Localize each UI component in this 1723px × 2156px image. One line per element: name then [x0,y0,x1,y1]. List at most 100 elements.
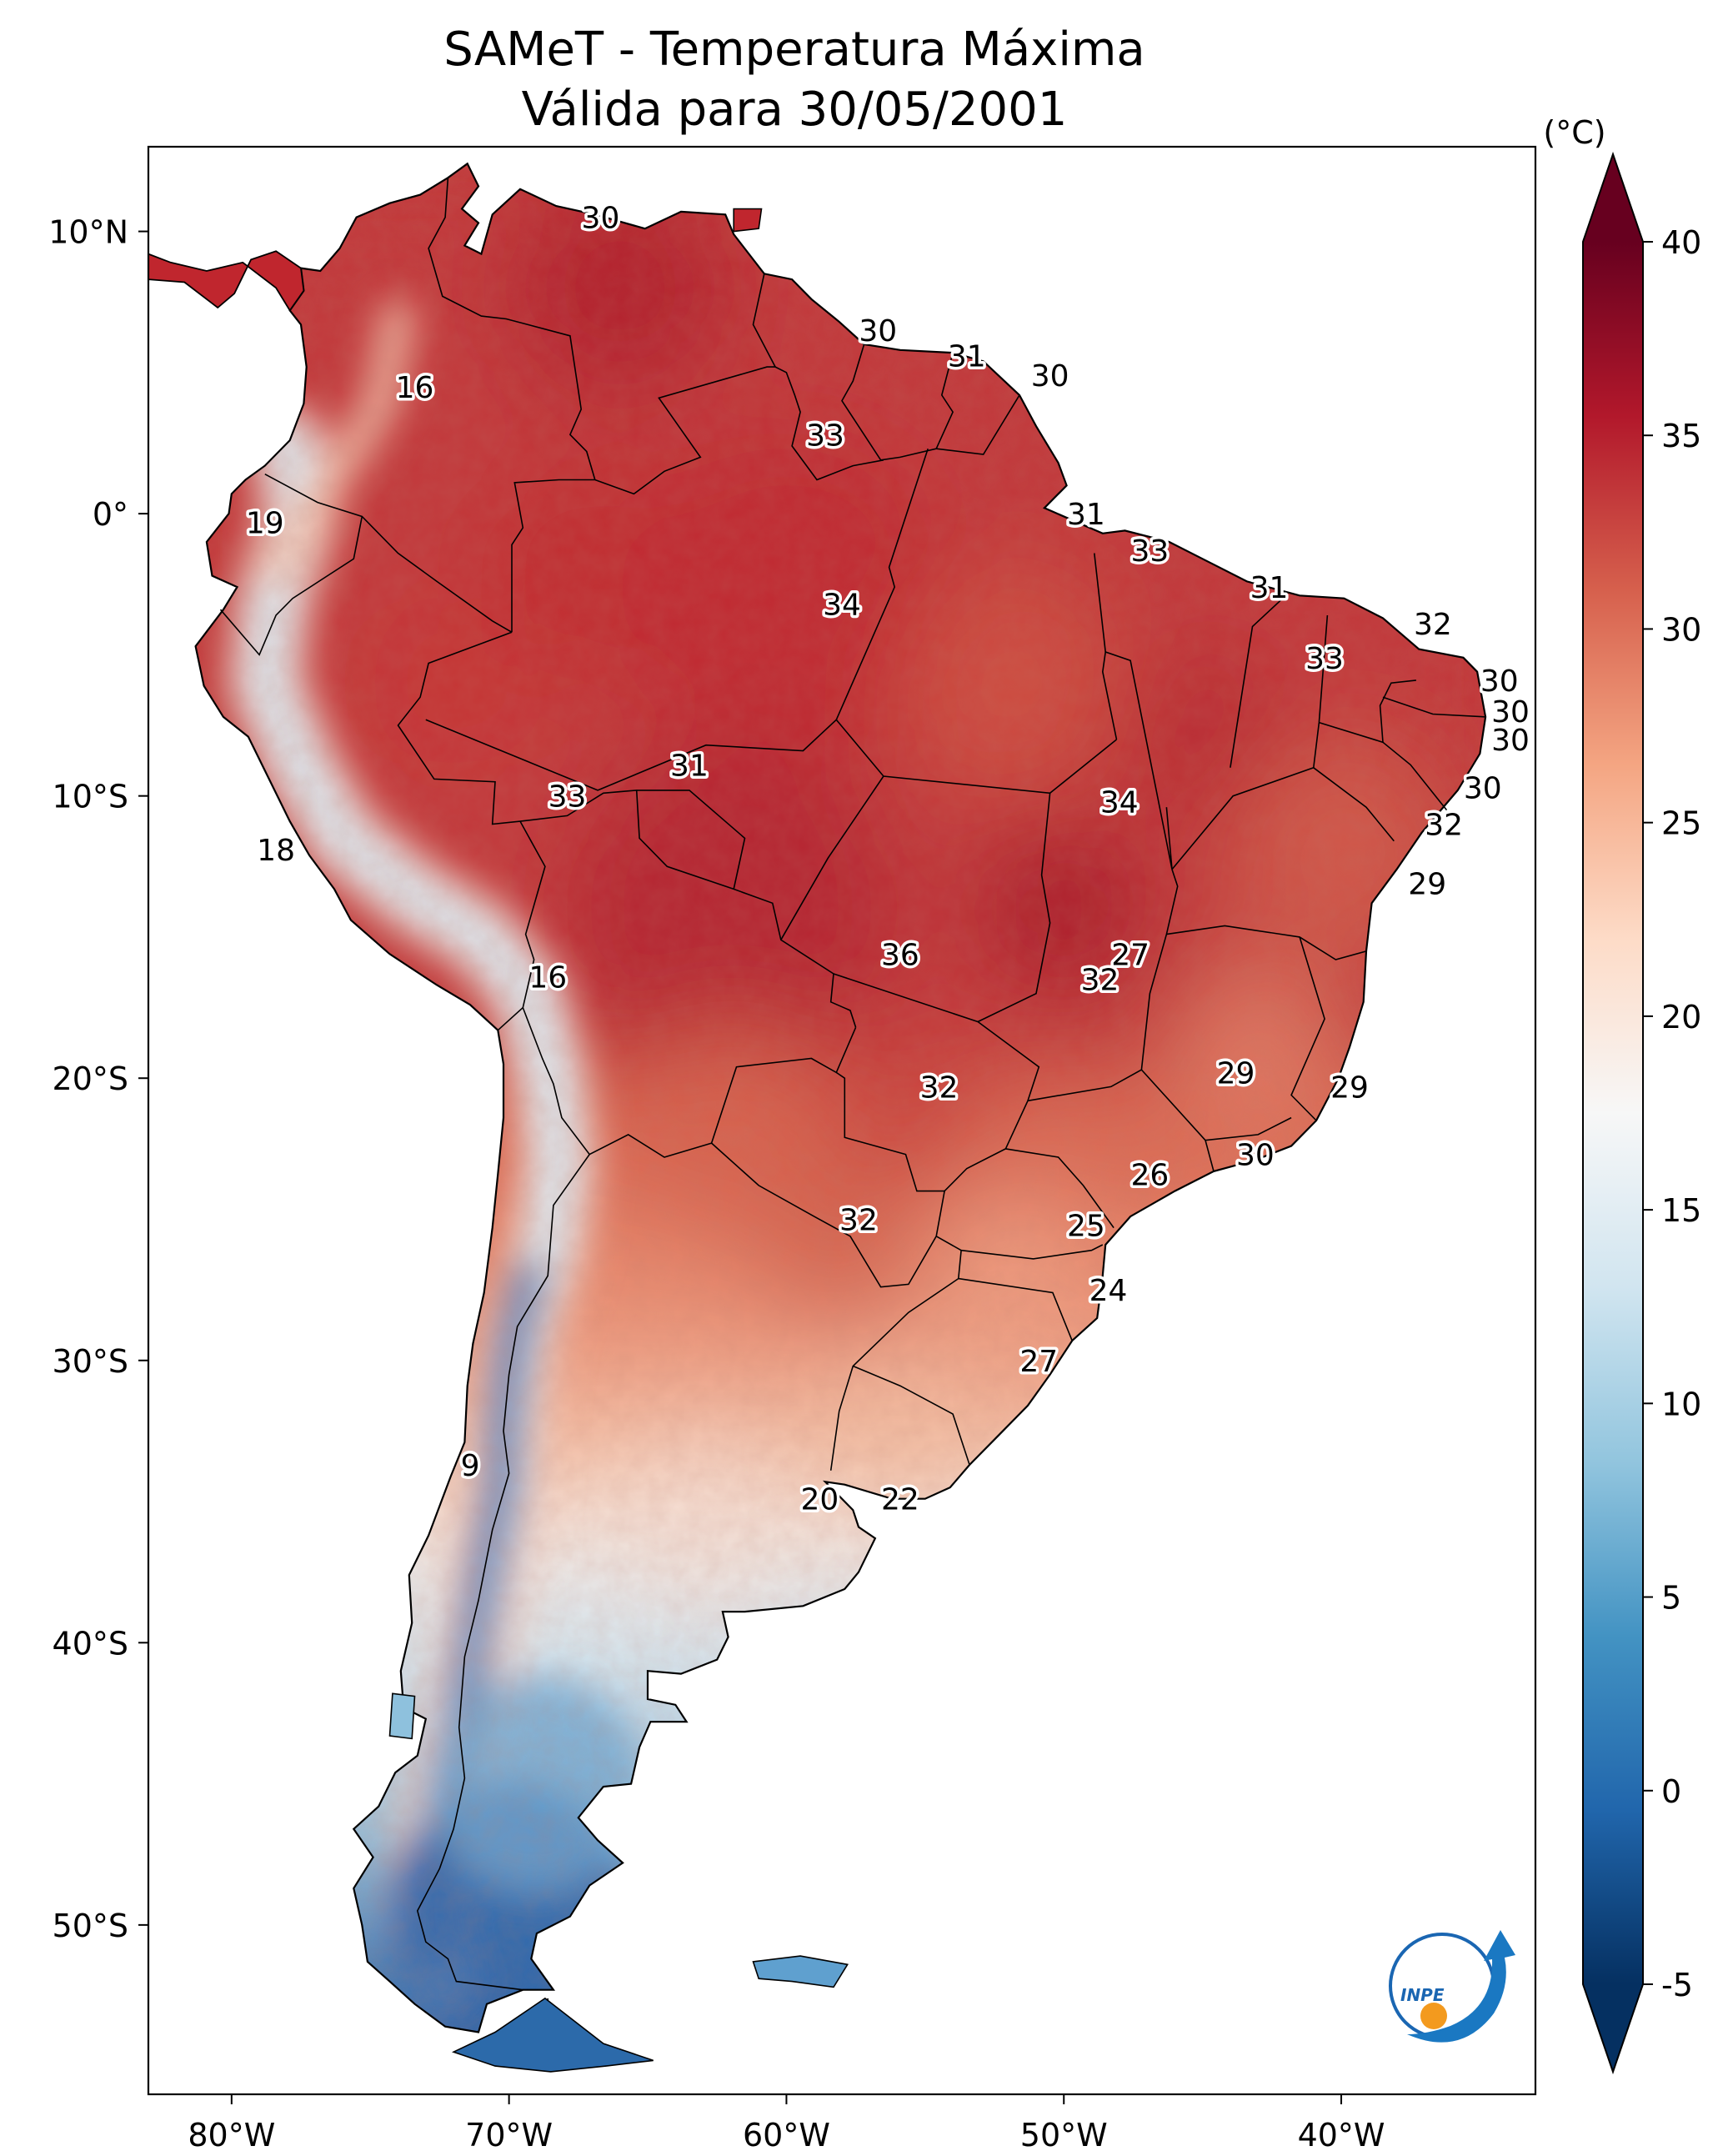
colorbar-tick-label: 15 [1661,1192,1701,1229]
y-tick-label: 20°S [53,1060,128,1097]
islands [148,208,849,2073]
temperature-label: 9 [461,1449,480,1483]
temperature-label: 31 [1250,571,1289,605]
temperature-label: 19 [246,506,284,540]
temperature-label: 32 [839,1203,878,1237]
colorbar-min-arrow [1583,1984,1643,2072]
x-tick-label: 60°W [743,2117,830,2153]
temperature-label: 34 [1100,785,1139,820]
temperature-label: 30 [1480,664,1519,699]
border-line [1313,767,1395,842]
temperature-label: 34 [823,588,861,622]
temperature-label: 33 [806,419,844,453]
colorbar-tick-label: 5 [1661,1580,1681,1617]
temperature-label: 18 [257,834,295,868]
border-line [636,790,746,890]
temperature-label: 20 [800,1483,839,1517]
temperature-label: 29 [1408,868,1446,902]
panama-land [148,250,305,313]
x-tick-label: 40°W [1298,2117,1385,2153]
logo-text: INPE [1400,1985,1445,2005]
border-line [961,1244,1104,1260]
x-axis: 80°W 70°W 60°W 50°W 40°W [188,2094,1385,2153]
border-line [780,775,884,940]
border-line [1101,650,1173,870]
temperature-label: 16 [528,960,567,995]
inpe-logo: INPE [1389,1930,1515,2043]
temperature-label: 25 [1067,1209,1105,1243]
temperature-label: 27 [1019,1345,1058,1379]
border-line [880,352,954,461]
border-line [428,178,596,480]
political-borders [219,178,1486,2063]
colorbar-tick-label: 10 [1661,1386,1701,1422]
temperature-label: 33 [548,780,587,815]
border-line [1230,594,1287,768]
border-line [1094,553,1106,653]
tierra-del-fuego [451,1997,654,2073]
temperature-label: 33 [1305,642,1344,676]
border-line [833,793,1051,1023]
y-tick-label: 50°S [53,1908,128,1944]
temperature-label: 32 [1081,964,1119,998]
border-line [1290,936,1325,1121]
y-tick-label: 10°S [53,779,128,815]
border-line [219,516,363,656]
border-line [425,719,1118,795]
colorbar-unit-label: (°C) [1543,114,1605,151]
y-tick-label: 40°S [53,1625,128,1662]
temperature-label: 30 [1491,695,1530,730]
border-line [1382,696,1486,718]
border-line [774,366,884,481]
temperature-label: 27 [1111,938,1150,972]
border-line [1027,869,1179,1102]
temperature-label: 24 [1089,1274,1128,1308]
border-line [835,448,929,720]
colorbar: (°C) 40 35 30 25 20 15 10 5 0 -5 [1543,114,1701,2075]
border-line [958,1277,1073,1341]
temperature-label: 29 [1330,1070,1369,1105]
colorbar-tick-label: 0 [1661,1773,1681,1810]
border-line [1379,679,1416,743]
border-line [852,1365,970,1466]
temperature-label: 29 [1217,1056,1255,1091]
border-line [397,631,521,825]
temperature-label: 30 [1031,359,1069,394]
coastline [194,162,1487,2033]
chart-title-line1: SAMeT - Temperatura Máxima [443,23,1145,77]
falkland-islands [752,1955,849,1988]
border-line [841,343,882,461]
colorbar-bar [1583,242,1643,1984]
y-tick-label: 30°S [53,1343,128,1380]
border-line [416,1154,590,1991]
map-frame [147,145,1537,2096]
border-line [264,473,513,633]
temperature-label: 30 [1491,724,1530,758]
temperature-label: 33 [1131,534,1170,569]
temperature-label: 36 [881,938,919,972]
border-line [497,820,546,1031]
temperature-label: 32 [1425,809,1463,843]
x-tick-label: 70°W [465,2117,553,2153]
colorbar-tick-label: 20 [1661,999,1701,1035]
temperature-label: 30 [1236,1139,1275,1173]
y-tick-label: 0° [93,496,128,533]
temperature-label: 31 [948,340,986,374]
temperature-label: 26 [1131,1158,1170,1192]
border-line [594,273,777,495]
x-tick-label: 80°W [188,2117,275,2153]
border-line [936,394,1020,455]
border-line [511,479,595,633]
temperature-label: 30 [859,314,897,348]
colorbar-tick-label: 25 [1661,805,1701,842]
y-axis: 10°N 0° 10°S 20°S 30°S 40°S 50°S [48,214,148,1944]
logo-dot [1420,2003,1447,2029]
colorbar-tick-label: 40 [1661,224,1701,261]
colorbar-tick-label: -5 [1661,1967,1693,2003]
temperature-label: 30 [1464,772,1502,806]
border-line [1005,1148,1114,1229]
border-line [522,1007,857,1158]
